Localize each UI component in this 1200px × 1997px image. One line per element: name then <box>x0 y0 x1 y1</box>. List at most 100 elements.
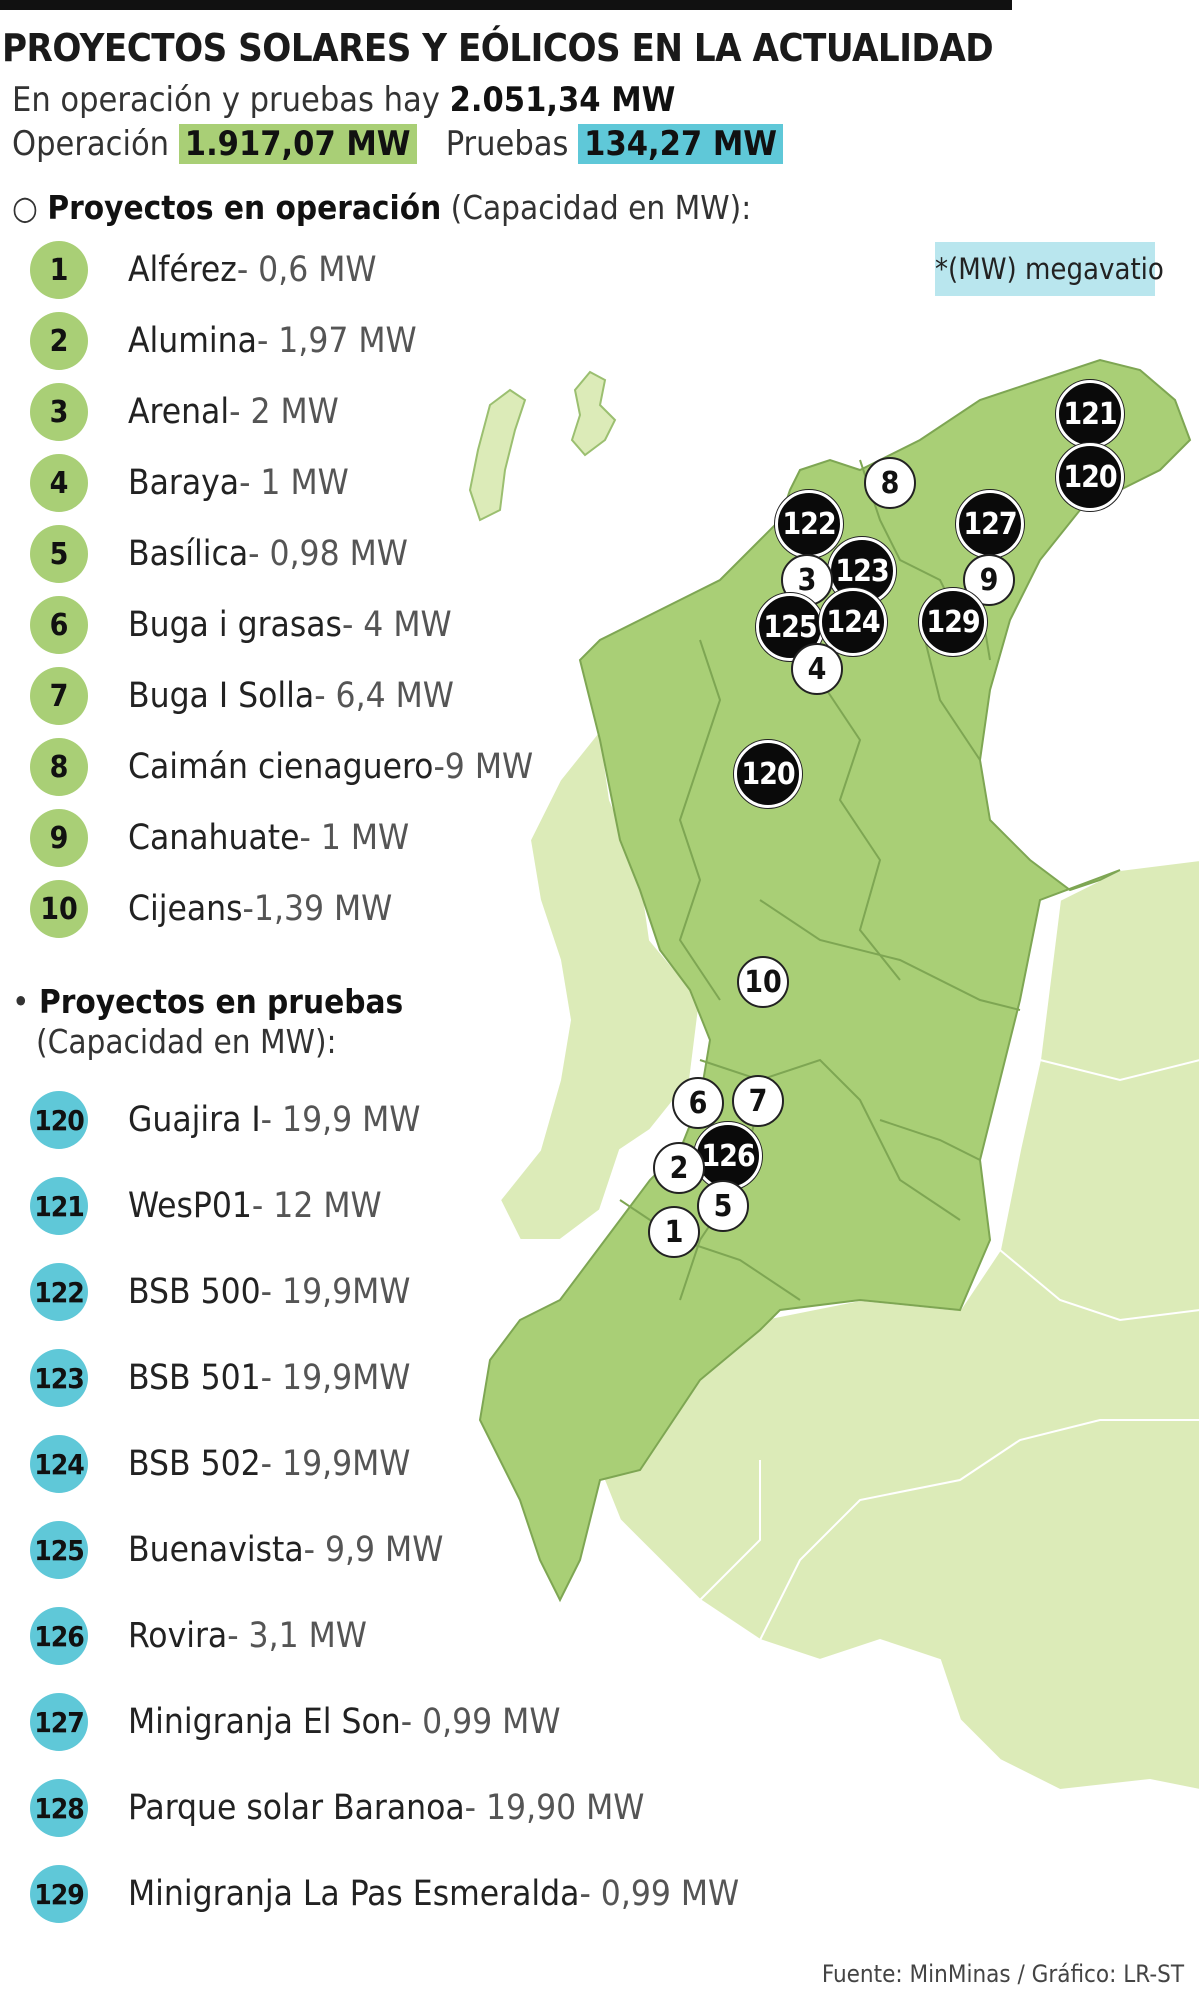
map-marker: 120 <box>1056 443 1124 511</box>
project-capacity: - 0,99 MW <box>579 1874 740 1914</box>
operation-number-badge: 4 <box>30 454 88 512</box>
operation-number-badge: 2 <box>30 312 88 370</box>
operation-number-badge: 1 <box>30 241 88 299</box>
list-item: 129 Minigranja La Pas Esmeralda - 0,99 MW <box>30 1864 739 1924</box>
list-item: 1 Alférez - 0,6 MW <box>30 240 377 300</box>
map-marker: 120 <box>734 740 802 808</box>
tests-number-badge: 126 <box>30 1607 88 1665</box>
tests-number-badge: 129 <box>30 1865 88 1923</box>
project-capacity: - 19,90 MW <box>464 1788 645 1828</box>
project-name: Alférez <box>128 250 237 290</box>
list-item: 121 WesP01 - 12 MW <box>30 1176 382 1236</box>
hollow-bullet-icon: ○ <box>12 188 38 227</box>
project-name: WesP01 <box>128 1186 252 1226</box>
operation-number-badge: 10 <box>30 880 88 938</box>
tests-number-badge: 120 <box>30 1091 88 1149</box>
list-item: 128 Parque solar Baranoa - 19,90 MW <box>30 1778 644 1838</box>
tests-heading-text: Proyectos en pruebas <box>38 982 404 1021</box>
project-name: Basílica <box>128 534 249 574</box>
list-item: 7 Buga I Solla - 6,4 MW <box>30 666 454 726</box>
top-rule <box>0 0 1012 10</box>
list-item: 123 BSB 501 - 19,9MW <box>30 1348 410 1408</box>
list-item: 126 Rovira - 3,1 MW <box>30 1606 367 1666</box>
project-capacity: - 9,9 MW <box>303 1530 444 1570</box>
project-capacity: - 1,97 MW <box>256 321 417 361</box>
operation-label: Operación <box>12 124 170 164</box>
map-region-green-main <box>478 358 1192 1603</box>
project-capacity: - 0,99 MW <box>400 1702 561 1742</box>
map-department-borders-light <box>699 1059 1200 1641</box>
project-name: Canahuate <box>128 818 300 858</box>
operation-number-badge: 9 <box>30 809 88 867</box>
list-item: 124 BSB 502 - 19,9MW <box>30 1434 410 1494</box>
operation-heading-suffix: (Capacidad en MW): <box>441 188 752 227</box>
project-name: Baraya <box>128 463 240 503</box>
tests-number-badge: 123 <box>30 1349 88 1407</box>
operation-number-badge: 7 <box>30 667 88 725</box>
project-capacity: -9 MW <box>433 747 534 787</box>
list-item: 125 Buenavista - 9,9 MW <box>30 1520 443 1580</box>
project-name: Caimán cienaguero <box>128 747 434 787</box>
project-name: Buga I Solla <box>128 676 315 716</box>
project-name: BSB 501 <box>128 1358 261 1398</box>
project-capacity: - 2 MW <box>229 392 339 432</box>
project-capacity: - 0,6 MW <box>236 250 377 290</box>
project-name: Cijeans <box>128 889 243 929</box>
list-item: 4 Baraya - 1 MW <box>30 453 349 513</box>
map-marker: 124 <box>819 588 887 656</box>
list-item: 2 Alumina - 1,97 MW <box>30 311 417 371</box>
project-name: Minigranja El Son <box>128 1702 401 1742</box>
list-item: 3 Arenal - 2 MW <box>30 382 339 442</box>
project-name: BSB 502 <box>128 1444 261 1484</box>
tests-number-badge: 122 <box>30 1263 88 1321</box>
map-marker: 8 <box>864 457 916 509</box>
project-name: Guajira I <box>128 1100 261 1140</box>
project-capacity: - 4 MW <box>341 605 452 645</box>
list-item: 10 Cijeans -1,39 MW <box>30 879 392 939</box>
total-capacity-line: En operación y pruebas hay 2.051,34 MW <box>12 80 675 120</box>
map-marker: 4 <box>791 643 843 695</box>
tests-number-badge: 128 <box>30 1779 88 1837</box>
list-item: 127 Minigranja El Son - 0,99 MW <box>30 1692 561 1752</box>
operation-number-badge: 5 <box>30 525 88 583</box>
map-marker: 127 <box>956 490 1024 558</box>
map-marker: 7 <box>732 1075 784 1127</box>
capacity-breakdown-line: Operación 1.917,07 MW Pruebas 134,27 MW <box>12 124 784 164</box>
map-marker: 121 <box>1056 380 1124 448</box>
project-capacity: - 19,9MW <box>260 1358 411 1398</box>
project-name: Buenavista <box>128 1530 304 1570</box>
project-name: Parque solar Baranoa <box>128 1788 465 1828</box>
project-name: BSB 500 <box>128 1272 261 1312</box>
project-capacity: - 19,9MW <box>260 1444 411 1484</box>
page-title: PROYECTOS SOLARES Y EÓLICOS EN LA ACTUAL… <box>2 26 994 70</box>
map-marker: 10 <box>737 956 789 1008</box>
map-marker: 5 <box>697 1180 749 1232</box>
project-name: Alumina <box>128 321 257 361</box>
operation-number-badge: 8 <box>30 738 88 796</box>
operation-value-badge: 1.917,07 MW <box>178 124 417 164</box>
operation-section-heading: ○ Proyectos en operación (Capacidad en M… <box>12 188 751 227</box>
project-name: Buga i grasas <box>128 605 342 645</box>
list-item: 120 Guajira I - 19,9 MW <box>30 1090 420 1150</box>
map-marker: 2 <box>653 1142 705 1194</box>
list-item: 9 Canahuate - 1 MW <box>30 808 409 868</box>
project-capacity: - 19,9 MW <box>260 1100 421 1140</box>
project-capacity: - 3,1 MW <box>227 1616 367 1656</box>
tests-section-heading: • Proyectos en pruebas <box>12 982 403 1021</box>
megawatt-legend-note: *(MW) megavatio <box>935 242 1164 296</box>
project-capacity: - 1 MW <box>239 463 349 503</box>
tests-number-badge: 121 <box>30 1177 88 1235</box>
map-marker: 129 <box>919 588 987 656</box>
project-capacity: - 6,4 MW <box>314 676 454 716</box>
project-name: Arenal <box>128 392 230 432</box>
list-item: 8 Caimán cienaguero -9 MW <box>30 737 533 797</box>
project-name: Minigranja La Pas Esmeralda <box>128 1874 580 1914</box>
project-capacity: -1,39 MW <box>242 889 393 929</box>
map-region-light-islands <box>468 370 617 522</box>
map-marker: 122 <box>775 490 843 558</box>
tests-number-badge: 127 <box>30 1693 88 1751</box>
map-marker: 1 <box>648 1206 700 1258</box>
tests-value-badge: 134,27 MW <box>578 124 784 164</box>
tests-label: Pruebas <box>445 124 569 164</box>
